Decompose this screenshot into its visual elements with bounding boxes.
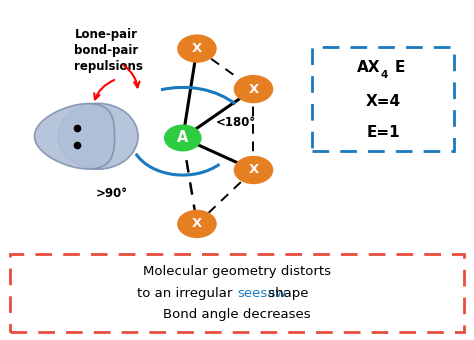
Text: Bond angle decreases: Bond angle decreases — [163, 308, 311, 321]
Text: X: X — [192, 218, 202, 231]
Text: X: X — [248, 164, 259, 176]
FancyBboxPatch shape — [312, 47, 454, 151]
Text: >90°: >90° — [96, 187, 128, 200]
Circle shape — [177, 210, 217, 238]
Circle shape — [234, 156, 273, 184]
Text: shape: shape — [264, 287, 309, 300]
Circle shape — [164, 124, 201, 151]
Text: A: A — [177, 131, 189, 146]
Text: X: X — [192, 42, 202, 55]
Text: E=1: E=1 — [366, 125, 400, 140]
Text: X: X — [248, 83, 259, 96]
Text: 4: 4 — [381, 70, 388, 80]
Text: X=4: X=4 — [365, 94, 401, 109]
Text: seesaw: seesaw — [237, 287, 286, 300]
Text: to an irregular: to an irregular — [137, 287, 237, 300]
Text: <180°: <180° — [216, 116, 256, 129]
Text: Molecular geometry distorts: Molecular geometry distorts — [143, 265, 331, 278]
Text: AX: AX — [357, 60, 381, 75]
FancyBboxPatch shape — [10, 254, 464, 332]
Ellipse shape — [58, 103, 138, 169]
Polygon shape — [35, 104, 115, 169]
Circle shape — [234, 75, 273, 103]
Text: Lone-pair
bond-pair
repulsions: Lone-pair bond-pair repulsions — [74, 28, 143, 73]
Circle shape — [177, 34, 217, 63]
Text: E: E — [395, 60, 405, 75]
Text: to an irregular seesaw shape: to an irregular seesaw shape — [140, 287, 334, 300]
